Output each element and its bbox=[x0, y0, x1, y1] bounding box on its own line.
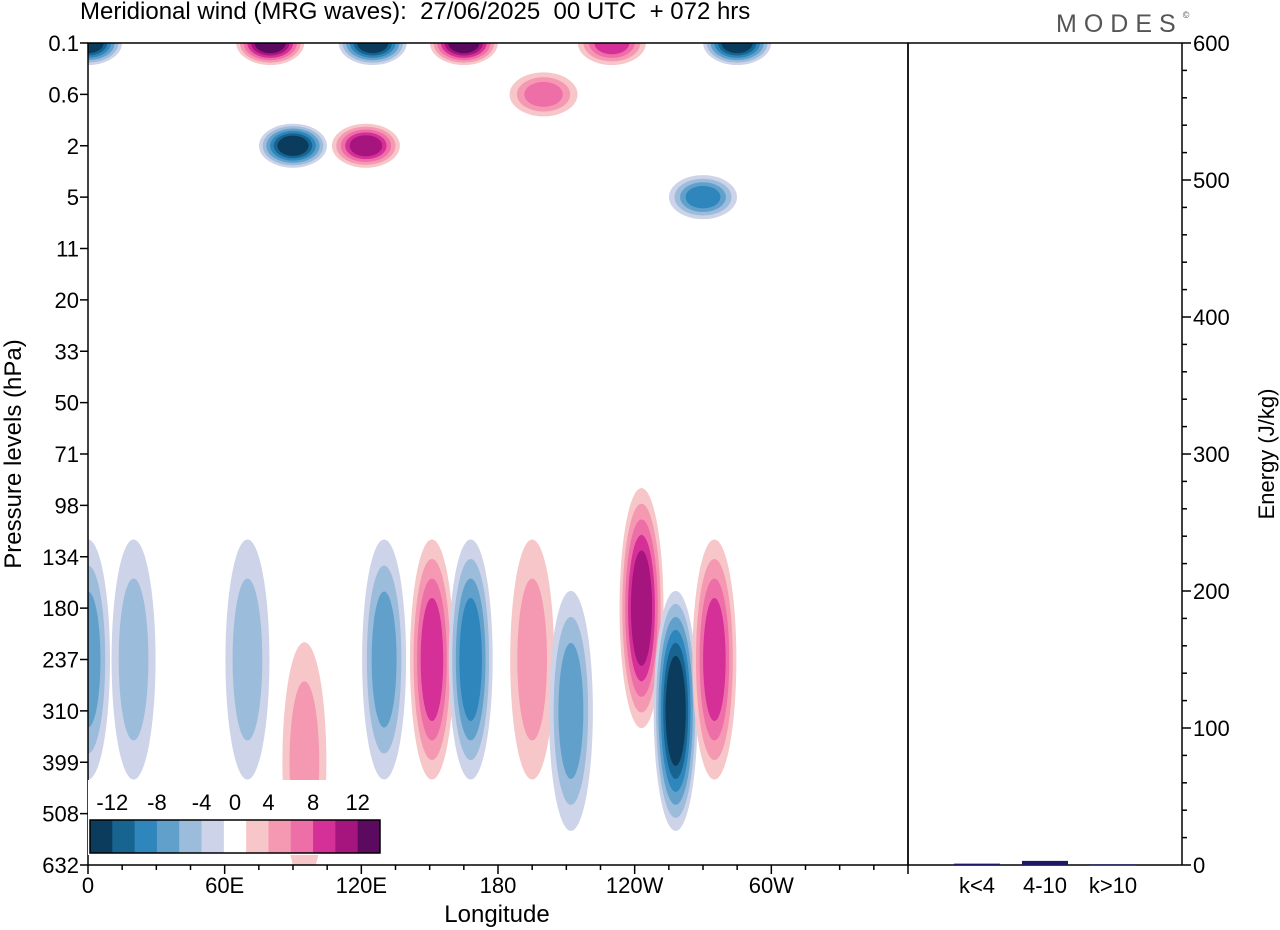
wind-contour bbox=[254, 43, 286, 54]
energy-category-label: k>10 bbox=[1089, 873, 1137, 898]
wind-contour bbox=[277, 135, 309, 156]
colorbar-frame bbox=[89, 819, 381, 854]
pressure-tick-label: 2 bbox=[67, 134, 79, 159]
wind-contour bbox=[517, 578, 548, 741]
energy-tick-label: 300 bbox=[1193, 442, 1230, 467]
energy-tick-label: 400 bbox=[1193, 305, 1230, 330]
wind-contour bbox=[448, 43, 480, 54]
wind-contour bbox=[665, 655, 686, 766]
colorbar-label: -8 bbox=[147, 790, 167, 815]
pressure-tick-label: 0.1 bbox=[48, 31, 79, 56]
x-axis-label: Longitude bbox=[444, 901, 549, 928]
pressure-tick-label: 20 bbox=[55, 288, 79, 313]
colorbar-swatch bbox=[357, 820, 381, 853]
longitude-tick-label: 120E bbox=[336, 873, 387, 898]
pressure-tick-label: 98 bbox=[55, 493, 79, 518]
brand-logo: MODES© bbox=[1056, 10, 1189, 39]
energy-tick-label: 100 bbox=[1193, 716, 1230, 741]
heatmap-area bbox=[88, 43, 772, 865]
wind-contour bbox=[558, 642, 584, 779]
colorbar-swatch bbox=[223, 820, 247, 853]
energy-tick-label: 600 bbox=[1193, 31, 1230, 56]
pressure-tick-label: 632 bbox=[42, 853, 79, 878]
energy-tick-label: 500 bbox=[1193, 168, 1230, 193]
wind-contour bbox=[420, 598, 444, 721]
longitude-axis: 0 60E 120E 180 120W 60W bbox=[82, 865, 909, 898]
pressure-tick-label: 310 bbox=[42, 699, 79, 724]
energy-axis-label: Energy (J/kg) bbox=[1254, 389, 1279, 520]
energy-axis: 0 100 200 300 400 500 600 bbox=[1182, 31, 1230, 878]
colorbar-swatch bbox=[335, 820, 359, 853]
colorbar-swatch bbox=[179, 820, 203, 853]
wind-contour bbox=[88, 43, 104, 54]
brand-name: MODES bbox=[1056, 10, 1183, 38]
colorbar-swatch bbox=[112, 820, 136, 853]
longitude-tick-label: 120W bbox=[606, 873, 664, 898]
wind-contour bbox=[371, 591, 397, 728]
wind-contour bbox=[703, 598, 726, 721]
colorbar-swatch bbox=[156, 820, 180, 853]
pressure-tick-label: 33 bbox=[55, 339, 79, 364]
pressure-tick-label: 399 bbox=[42, 750, 79, 775]
heatmap-frame bbox=[87, 42, 909, 866]
colorbar-label: 8 bbox=[307, 790, 319, 815]
energy-bar bbox=[954, 863, 1000, 865]
energy-tick-label: 200 bbox=[1193, 579, 1230, 604]
energy-category-label: 4-10 bbox=[1023, 873, 1067, 898]
brand-mark: © bbox=[1182, 10, 1190, 20]
pressure-tick-label: 237 bbox=[42, 648, 79, 673]
colorbar-swatch bbox=[268, 820, 292, 853]
pressure-tick-label: 11 bbox=[56, 237, 79, 262]
y-axis-label: Pressure levels (hPa) bbox=[0, 339, 27, 568]
pressure-tick-label: 71 bbox=[55, 442, 79, 467]
colorbar: -12 -8 -4 0 4 8 12 bbox=[88, 780, 382, 855]
colorbar-label: 4 bbox=[262, 790, 274, 815]
wind-contour bbox=[88, 591, 101, 728]
pressure-tick-label: 5 bbox=[67, 185, 79, 210]
colorbar-label: 12 bbox=[345, 790, 369, 815]
colorbar-label: -12 bbox=[96, 790, 128, 815]
wind-contour bbox=[594, 43, 630, 55]
pressure-tick-label: 508 bbox=[42, 802, 79, 827]
energy-bar bbox=[1090, 864, 1136, 866]
longitude-tick-label: 0 bbox=[82, 873, 94, 898]
wind-contour bbox=[685, 185, 721, 209]
wind-contour bbox=[459, 598, 482, 721]
pressure-axis: 0.1 0.6 2 5 11 20 33 50 71 98 134 180 237 310 399 508 63… bbox=[42, 31, 88, 878]
wind-contour bbox=[721, 43, 753, 54]
pressure-tick-label: 180 bbox=[42, 596, 79, 621]
wind-contour bbox=[232, 578, 263, 741]
pressure-tick-label: 134 bbox=[42, 545, 79, 570]
wind-contour bbox=[349, 135, 383, 157]
chart-title: Meridional wind (MRG waves): 27/06/2025 … bbox=[80, 0, 751, 25]
wind-contour bbox=[357, 43, 389, 54]
colorbar-swatch bbox=[290, 820, 314, 853]
colorbar-label: 0 bbox=[229, 790, 241, 815]
colorbar-label: -4 bbox=[192, 790, 212, 815]
longitude-tick-label: 60W bbox=[749, 873, 794, 898]
colorbar-swatch bbox=[134, 820, 158, 853]
colorbar-swatch bbox=[313, 820, 336, 853]
energy-category-label: k<4 bbox=[959, 873, 995, 898]
colorbar-swatch bbox=[90, 820, 113, 853]
colorbar-swatch bbox=[246, 820, 269, 853]
wind-contour bbox=[118, 578, 149, 741]
longitude-tick-label: 180 bbox=[480, 873, 517, 898]
energy-tick-label: 0 bbox=[1193, 853, 1205, 878]
pressure-tick-label: 0.6 bbox=[48, 82, 79, 107]
wind-contour bbox=[524, 81, 563, 107]
pressure-tick-label: 50 bbox=[55, 391, 79, 416]
colorbar-swatch bbox=[201, 820, 225, 853]
longitude-tick-label: 60E bbox=[205, 873, 244, 898]
energy-bar bbox=[1022, 860, 1068, 865]
wind-contour bbox=[630, 550, 653, 666]
energy-bars: k<4 4-10 k>10 bbox=[954, 860, 1137, 898]
